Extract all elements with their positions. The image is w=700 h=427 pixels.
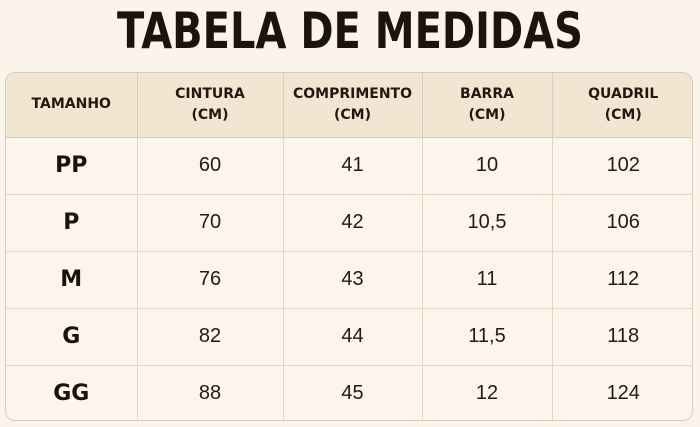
table-row: P 70 42 10,5 106 (6, 194, 692, 252)
header-label: COMPRIMENTO (292, 85, 413, 102)
size-cell: G (6, 308, 138, 366)
cintura-cell: 82 (137, 308, 284, 366)
header-quadril: QUADRIL (CM) (552, 73, 692, 138)
header-label: TAMANHO (31, 96, 111, 113)
table-row: GG 88 45 12 124 (6, 365, 692, 420)
header-unit: (CM) (191, 106, 229, 123)
size-chart-table: TAMANHO CINTURA (CM) COMPRIMENTO (CM) BA… (5, 72, 693, 421)
cintura-cell: 70 (137, 194, 284, 252)
barra-cell: 12 (422, 365, 553, 420)
header-unit: (CM) (333, 106, 371, 123)
header-comprimento: COMPRIMENTO (CM) (283, 73, 423, 138)
table-row: M 76 43 11 112 (6, 251, 692, 309)
size-cell: M (6, 251, 138, 309)
barra-cell: 10,5 (422, 194, 553, 252)
quadril-cell: 106 (552, 194, 692, 252)
size-cell: PP (6, 137, 138, 195)
size-cell: GG (6, 365, 138, 420)
header-barra: BARRA (CM) (422, 73, 553, 138)
header-cintura: CINTURA (CM) (137, 73, 284, 138)
header-unit: (CM) (604, 106, 642, 123)
header-unit: (CM) (468, 106, 506, 123)
quadril-cell: 102 (552, 137, 692, 195)
barra-cell: 11 (422, 251, 553, 309)
comprimento-cell: 42 (283, 194, 423, 252)
header-tamanho: TAMANHO (6, 73, 138, 138)
cintura-cell: 88 (137, 365, 284, 420)
table-row: PP 60 41 10 102 (6, 137, 692, 195)
quadril-cell: 118 (552, 308, 692, 366)
cintura-cell: 60 (137, 137, 284, 195)
comprimento-cell: 44 (283, 308, 423, 366)
size-cell: P (6, 194, 138, 252)
quadril-cell: 124 (606, 382, 640, 405)
comprimento-cell: 41 (283, 137, 423, 195)
comprimento-cell: 45 (283, 365, 423, 420)
barra-cell: 10 (422, 137, 553, 195)
comprimento-cell: 43 (283, 251, 423, 309)
table-header-row: TAMANHO CINTURA (CM) COMPRIMENTO (CM) BA… (6, 73, 692, 138)
barra-cell: 11,5 (422, 308, 553, 366)
header-label: QUADRIL (588, 85, 659, 102)
header-label: CINTURA (175, 85, 245, 102)
quadril-cell: 112 (552, 251, 692, 309)
page-title: TABELA DE MEDIDAS (117, 2, 583, 60)
cintura-cell: 76 (137, 251, 284, 309)
table-row: G 82 44 11,5 118 (6, 308, 692, 366)
header-label: BARRA (460, 85, 514, 102)
